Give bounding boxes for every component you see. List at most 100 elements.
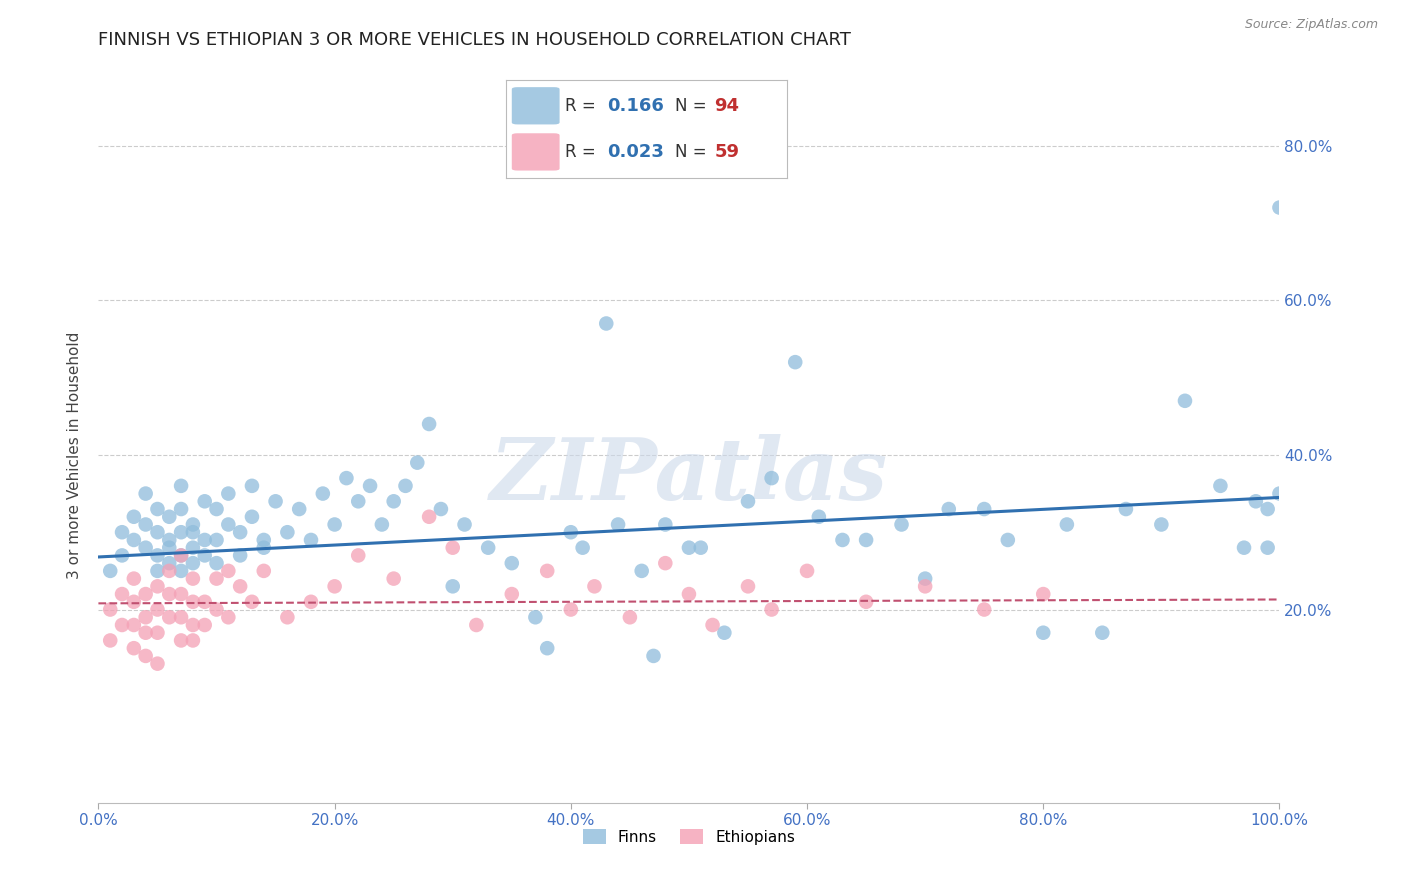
Point — [323, 579, 346, 593]
Point — [1209, 479, 1232, 493]
Point — [1244, 494, 1267, 508]
Point — [335, 471, 357, 485]
Point — [418, 417, 440, 431]
FancyBboxPatch shape — [512, 133, 560, 170]
Point — [737, 579, 759, 593]
Point — [501, 587, 523, 601]
Point — [217, 564, 239, 578]
Point — [702, 618, 724, 632]
Point — [229, 525, 252, 540]
Point — [1257, 541, 1279, 555]
Point — [111, 618, 134, 632]
Point — [347, 494, 370, 508]
Point — [1056, 517, 1078, 532]
Point — [194, 549, 217, 563]
Point — [453, 517, 475, 532]
Point — [181, 633, 204, 648]
Point — [477, 541, 499, 555]
Point — [807, 509, 830, 524]
Point — [264, 494, 287, 508]
Text: ZIPatlas: ZIPatlas — [489, 434, 889, 517]
Text: FINNISH VS ETHIOPIAN 3 OR MORE VEHICLES IN HOUSEHOLD CORRELATION CHART: FINNISH VS ETHIOPIAN 3 OR MORE VEHICLES … — [98, 31, 851, 49]
Point — [288, 502, 311, 516]
Point — [146, 625, 169, 640]
Point — [217, 610, 239, 624]
Point — [135, 587, 157, 601]
Point — [253, 564, 276, 578]
Text: 59: 59 — [714, 143, 740, 161]
Point — [135, 648, 157, 663]
Point — [217, 486, 239, 500]
Point — [831, 533, 853, 547]
Point — [170, 525, 193, 540]
Point — [146, 602, 169, 616]
Point — [181, 572, 204, 586]
Point — [217, 517, 239, 532]
Point — [914, 579, 936, 593]
Legend: Finns, Ethiopians: Finns, Ethiopians — [576, 822, 801, 851]
Point — [855, 533, 877, 547]
Point — [276, 610, 298, 624]
Point — [98, 564, 121, 578]
Point — [122, 641, 145, 656]
Point — [157, 587, 180, 601]
Point — [406, 456, 429, 470]
Point — [157, 556, 180, 570]
Point — [194, 595, 217, 609]
Point — [465, 618, 488, 632]
Point — [276, 525, 298, 540]
Point — [253, 533, 276, 547]
Point — [583, 579, 606, 593]
Point — [524, 610, 547, 624]
Point — [595, 317, 617, 331]
Point — [122, 572, 145, 586]
Point — [430, 502, 453, 516]
Point — [181, 525, 204, 540]
Point — [796, 564, 818, 578]
Point — [1032, 587, 1054, 601]
Point — [146, 579, 169, 593]
Point — [394, 479, 416, 493]
Point — [170, 633, 193, 648]
Point — [536, 564, 558, 578]
Point — [973, 602, 995, 616]
Point — [1268, 201, 1291, 215]
Point — [914, 572, 936, 586]
Point — [135, 517, 157, 532]
Point — [997, 533, 1019, 547]
Point — [135, 625, 157, 640]
Point — [347, 549, 370, 563]
Point — [299, 533, 322, 547]
Point — [98, 602, 121, 616]
Point — [170, 549, 193, 563]
Y-axis label: 3 or more Vehicles in Household: 3 or more Vehicles in Household — [67, 331, 83, 579]
Text: 0.166: 0.166 — [607, 97, 664, 115]
Point — [536, 641, 558, 656]
Point — [181, 517, 204, 532]
Point — [643, 648, 665, 663]
Point — [240, 595, 263, 609]
FancyBboxPatch shape — [512, 87, 560, 124]
Point — [111, 525, 134, 540]
Point — [135, 610, 157, 624]
Point — [205, 602, 228, 616]
Point — [441, 579, 464, 593]
Text: 0.023: 0.023 — [607, 143, 664, 161]
Point — [418, 509, 440, 524]
Point — [1174, 393, 1197, 408]
Point — [157, 509, 180, 524]
Point — [1150, 517, 1173, 532]
Point — [205, 556, 228, 570]
Point — [359, 479, 381, 493]
Point — [890, 517, 912, 532]
Point — [98, 633, 121, 648]
Point — [146, 564, 169, 578]
Point — [170, 502, 193, 516]
Point — [855, 595, 877, 609]
Point — [654, 556, 676, 570]
Point — [571, 541, 593, 555]
Point — [1032, 625, 1054, 640]
Point — [170, 610, 193, 624]
Point — [654, 517, 676, 532]
Point — [678, 541, 700, 555]
